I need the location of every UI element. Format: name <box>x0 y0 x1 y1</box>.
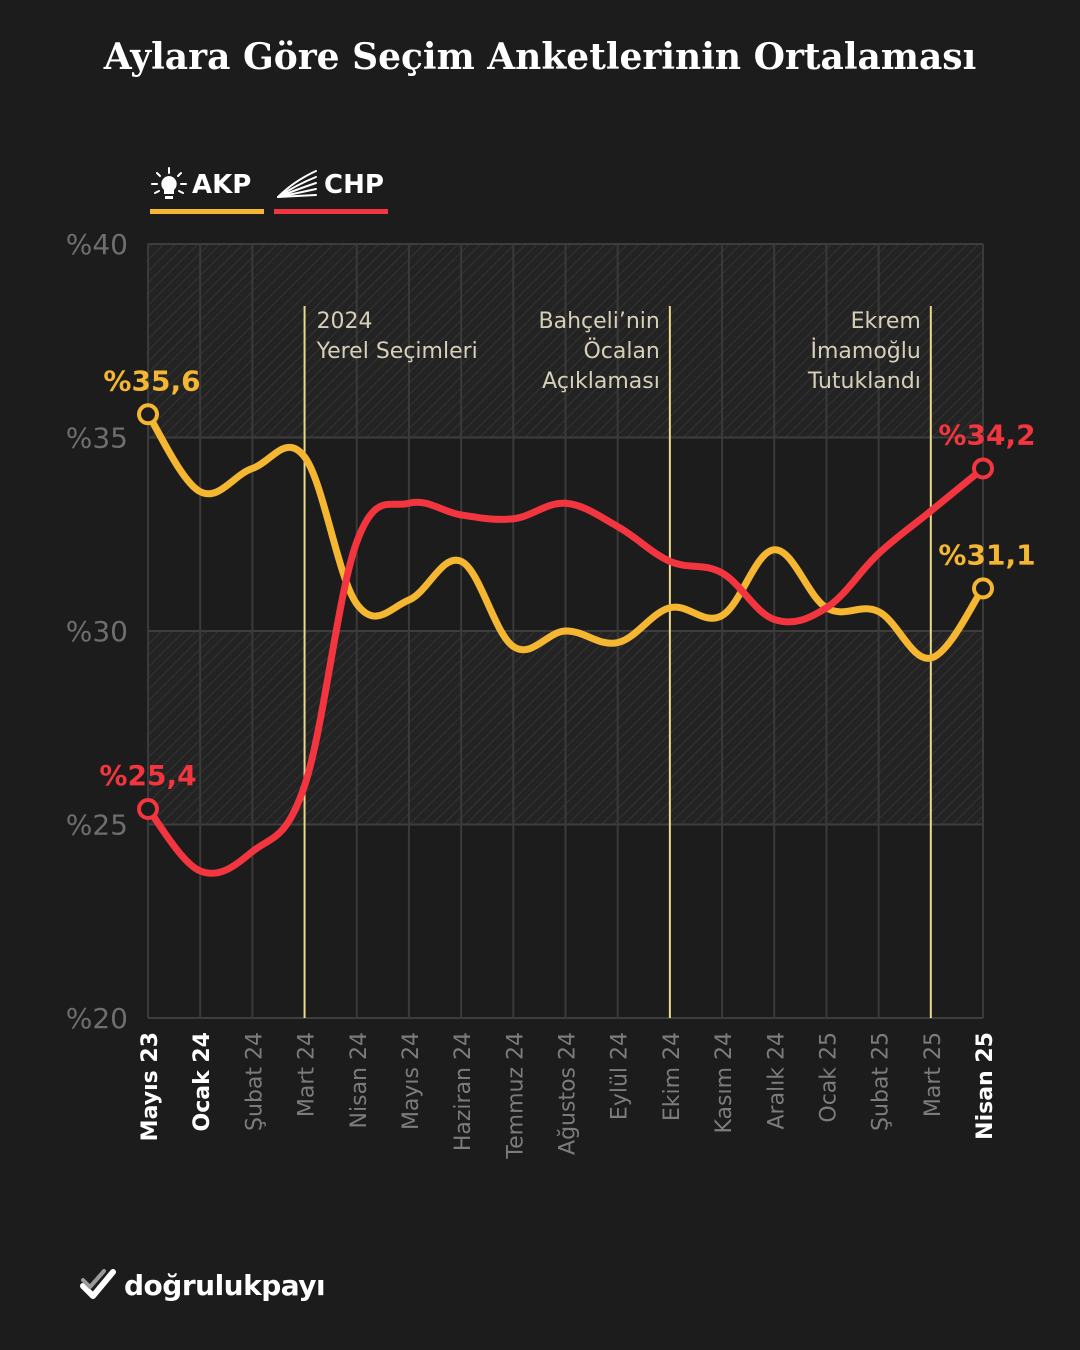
x-tick-label: Ocak 25 <box>816 1032 841 1123</box>
x-tick-label: Eylül 24 <box>608 1032 633 1120</box>
legend-item-chp[interactable]: CHP <box>274 160 388 214</box>
data-label-chp-end: %34,2 <box>938 418 1035 451</box>
x-tick-label: Haziran 24 <box>451 1032 476 1151</box>
series-line-akp <box>144 410 987 662</box>
x-tick-label: Mayıs 24 <box>399 1032 424 1130</box>
x-tick-label: Aralık 24 <box>764 1032 789 1130</box>
data-label-chp-start: %25,4 <box>99 759 196 792</box>
endpoint-marker-akp <box>137 403 159 426</box>
x-tick-label: Mart 25 <box>921 1032 946 1117</box>
series-line-chp <box>144 464 987 877</box>
event-annotation: Öcalan <box>583 338 659 364</box>
x-tick-label: Mart 24 <box>295 1032 320 1117</box>
x-tick-label: Temmuz 24 <box>503 1032 528 1160</box>
x-tick-label: Şubat 25 <box>869 1032 894 1131</box>
x-tick-label: Ağustos 24 <box>556 1032 581 1155</box>
lightbulb-icon <box>151 166 187 199</box>
x-tick-label: Ekim 24 <box>660 1032 685 1121</box>
data-label-akp-start: %35,6 <box>103 364 200 397</box>
x-tick-label: Şubat 24 <box>242 1032 267 1131</box>
brand-logo: doğrulukpayı <box>80 1268 326 1302</box>
x-tick-label: Kasım 24 <box>712 1032 737 1134</box>
endpoint-marker-chp <box>972 457 994 480</box>
endpoint-marker-chp <box>137 798 159 821</box>
event-annotation: Açıklaması <box>542 369 660 394</box>
y-tick-label: %20 <box>66 1002 128 1035</box>
y-tick-label: %40 <box>66 228 128 261</box>
x-tick-label: Nisan 25 <box>973 1032 998 1140</box>
data-label-akp-end: %31,1 <box>938 538 1035 571</box>
chart-title: Aylara Göre Seçim Anketlerinin Ortalamas… <box>103 36 977 78</box>
event-annotation: Ekrem <box>851 309 921 334</box>
endpoint-marker-akp <box>972 577 994 600</box>
legend-label-akp: AKP <box>192 169 252 200</box>
y-tick-label: %25 <box>66 809 128 842</box>
y-tick-label: %35 <box>66 422 128 455</box>
legend-item-akp[interactable]: AKP <box>150 160 264 214</box>
legend-label-chp: CHP <box>324 169 384 200</box>
x-tick-label: Nisan 24 <box>347 1032 372 1128</box>
event-annotation: Tutuklandı <box>807 369 921 394</box>
event-annotation: İmamoğlu <box>811 338 921 364</box>
rays-icon <box>277 169 317 198</box>
event-annotation: Bahçeli’nin <box>539 309 660 334</box>
brand-name: doğrulukpayı <box>124 1268 326 1302</box>
x-tick-label: Mayıs 23 <box>138 1032 163 1141</box>
y-tick-label: %30 <box>66 615 128 648</box>
event-annotation: 2024 <box>317 309 373 334</box>
checkmark-icon <box>80 1269 116 1299</box>
event-annotation: Yerel Seçimleri <box>316 339 478 364</box>
x-tick-label: Ocak 24 <box>190 1032 215 1132</box>
